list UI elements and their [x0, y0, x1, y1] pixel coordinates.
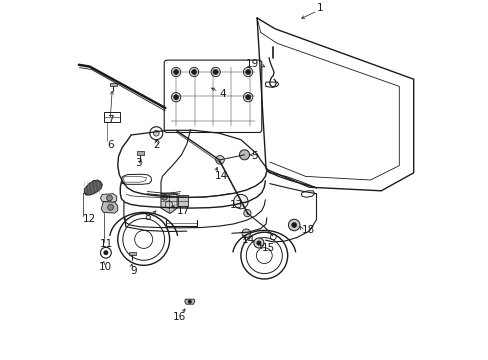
- Circle shape: [118, 213, 169, 265]
- Polygon shape: [101, 202, 118, 213]
- Text: 11: 11: [100, 239, 113, 249]
- Text: 14: 14: [215, 171, 228, 181]
- Circle shape: [103, 251, 108, 255]
- Circle shape: [253, 238, 264, 248]
- Circle shape: [291, 222, 296, 228]
- Circle shape: [243, 67, 252, 77]
- Circle shape: [173, 95, 178, 100]
- Circle shape: [106, 195, 112, 201]
- Text: 2: 2: [153, 140, 159, 150]
- Polygon shape: [84, 180, 102, 195]
- Text: 1: 1: [316, 3, 323, 13]
- Text: 9: 9: [130, 266, 137, 276]
- Circle shape: [187, 300, 191, 303]
- Circle shape: [153, 130, 159, 136]
- Polygon shape: [109, 83, 117, 86]
- Text: 18: 18: [302, 225, 315, 235]
- Circle shape: [211, 67, 220, 77]
- Circle shape: [245, 69, 250, 75]
- Circle shape: [256, 241, 261, 245]
- Text: 12: 12: [83, 214, 96, 224]
- Text: 14: 14: [241, 235, 254, 246]
- Polygon shape: [184, 299, 194, 304]
- Polygon shape: [161, 194, 177, 213]
- Text: 10: 10: [99, 262, 112, 272]
- Circle shape: [242, 229, 250, 238]
- Circle shape: [149, 127, 163, 140]
- Circle shape: [288, 219, 299, 231]
- Circle shape: [213, 69, 218, 75]
- Text: 4: 4: [219, 89, 225, 99]
- Text: 8: 8: [144, 212, 151, 222]
- Text: 16: 16: [173, 312, 186, 322]
- Text: 7: 7: [107, 114, 113, 125]
- Circle shape: [191, 69, 196, 75]
- Text: 19: 19: [245, 59, 258, 69]
- Text: 5: 5: [250, 151, 257, 161]
- Circle shape: [189, 67, 199, 77]
- Text: 17: 17: [177, 206, 190, 216]
- Circle shape: [171, 67, 181, 77]
- Polygon shape: [136, 151, 143, 155]
- Circle shape: [243, 93, 252, 102]
- Text: 3: 3: [135, 158, 142, 168]
- Text: 15: 15: [261, 243, 274, 253]
- Circle shape: [239, 150, 249, 160]
- Polygon shape: [101, 194, 117, 202]
- Polygon shape: [128, 252, 136, 255]
- Circle shape: [162, 194, 167, 200]
- Circle shape: [107, 204, 113, 210]
- Circle shape: [244, 210, 250, 217]
- Circle shape: [241, 232, 287, 279]
- Circle shape: [245, 95, 250, 100]
- Text: 6: 6: [107, 140, 113, 150]
- Text: 13: 13: [230, 200, 243, 210]
- Polygon shape: [178, 195, 187, 206]
- Circle shape: [215, 156, 224, 164]
- Circle shape: [173, 69, 178, 75]
- Circle shape: [171, 93, 181, 102]
- Circle shape: [233, 194, 247, 209]
